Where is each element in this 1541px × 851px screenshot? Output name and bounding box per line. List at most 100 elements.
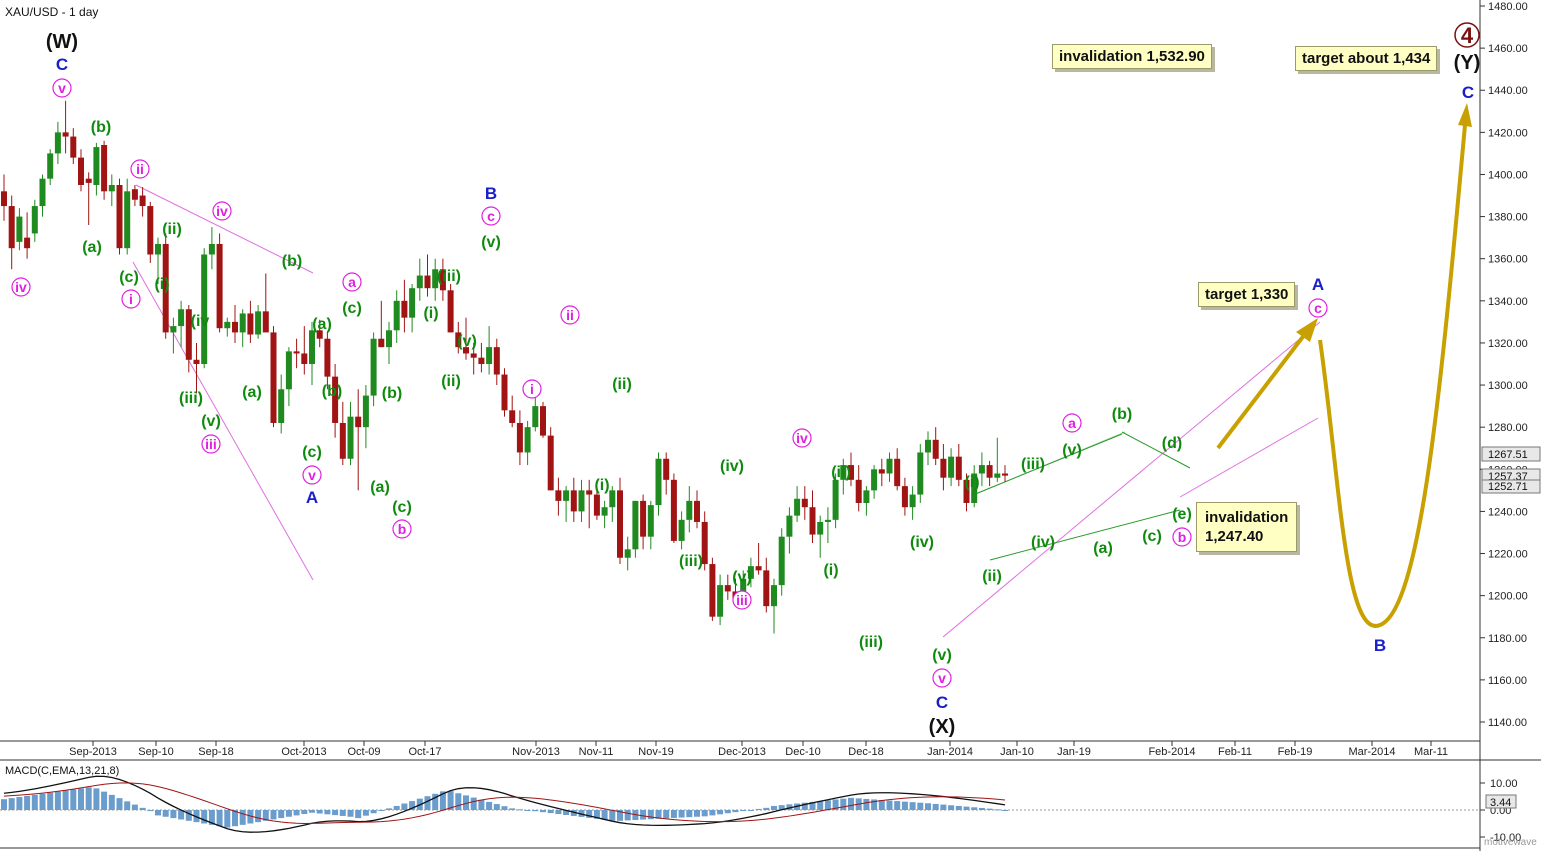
candle xyxy=(116,178,123,255)
svg-text:(iii): (iii) xyxy=(679,553,703,570)
svg-text:iv: iv xyxy=(216,203,228,219)
macd-signal-line xyxy=(3,782,1006,824)
macd-tick-label: -10.00 xyxy=(1490,832,1521,844)
macd-bar xyxy=(85,787,92,810)
candle xyxy=(624,536,631,571)
macd-bar xyxy=(131,804,138,810)
candle xyxy=(185,305,192,373)
candle xyxy=(763,557,770,613)
svg-text:(W): (W) xyxy=(46,31,78,53)
macd-bar xyxy=(570,810,577,816)
candle xyxy=(755,543,762,575)
candle xyxy=(909,486,916,520)
date-tick-label: Jan-2014 xyxy=(927,746,973,758)
svg-text:C: C xyxy=(56,55,68,74)
macd-bar xyxy=(1,799,7,810)
candle xyxy=(886,452,893,482)
macd-bar xyxy=(709,810,716,816)
current-price-tags: 1267.51 1257.37 1252.71 xyxy=(1481,446,1541,494)
candlestick-series xyxy=(1,100,1008,634)
macd-bar xyxy=(886,800,893,810)
wave-label: (i) xyxy=(423,305,438,322)
svg-text:(i): (i) xyxy=(594,477,609,494)
candle xyxy=(16,208,23,251)
candle xyxy=(948,448,955,487)
date-tick-label: Mar-11 xyxy=(1414,746,1448,758)
wave-label: i xyxy=(121,289,141,309)
candle xyxy=(8,195,15,270)
wave-label: (c) xyxy=(342,300,362,317)
candle xyxy=(555,477,562,516)
candle xyxy=(670,473,677,543)
svg-text:(a): (a) xyxy=(242,384,262,401)
macd-bar xyxy=(778,805,785,810)
candle xyxy=(501,368,508,417)
candle xyxy=(347,401,354,466)
macd-bar xyxy=(732,810,739,813)
macd-bar xyxy=(116,798,123,810)
candle xyxy=(1002,465,1008,482)
macd-bar xyxy=(771,805,777,810)
wave-label: (e) xyxy=(1172,506,1192,523)
macd-bar xyxy=(362,810,369,816)
macd-bar xyxy=(147,810,154,812)
wave-label: C xyxy=(936,693,948,712)
wave-label: (Y) xyxy=(1454,52,1481,74)
wave-label: (W) xyxy=(46,31,78,53)
candle xyxy=(393,290,400,343)
price-tick-label: 1380.00 xyxy=(1488,212,1528,224)
wave-label: (b) xyxy=(1112,406,1132,423)
macd-bar xyxy=(386,808,392,810)
macd-bar xyxy=(316,810,323,814)
candle xyxy=(47,149,54,185)
price-tick-label: 1440.00 xyxy=(1488,85,1528,97)
wave-label: a xyxy=(1062,413,1082,433)
candle xyxy=(162,233,169,339)
wave-label: B xyxy=(1374,636,1386,655)
candle xyxy=(724,574,731,600)
wave-label: (v) xyxy=(481,234,501,251)
wave-label: c xyxy=(481,206,501,226)
macd-bar xyxy=(678,810,685,818)
candle xyxy=(963,473,970,512)
svg-text:(c): (c) xyxy=(342,300,362,317)
macd-bar xyxy=(878,800,885,810)
wave-label: (a) xyxy=(1093,540,1113,557)
date-tick-label: Nov-2013 xyxy=(512,746,560,758)
candle xyxy=(678,511,685,550)
candle xyxy=(655,452,662,516)
candle xyxy=(301,326,308,375)
note-invalidation-low-line2: 1,247.40 xyxy=(1205,528,1264,545)
candle xyxy=(409,283,416,333)
macd-bar xyxy=(925,803,931,810)
wave-label: (i) xyxy=(154,276,169,293)
chart-title: XAU/USD - 1 day xyxy=(5,5,98,19)
candle xyxy=(848,452,854,487)
candle xyxy=(486,326,493,375)
wave-label: (iii) xyxy=(437,268,461,285)
candle xyxy=(247,300,254,343)
macd-bar xyxy=(47,792,54,810)
svg-text:a: a xyxy=(348,274,356,290)
svg-text:(a): (a) xyxy=(312,316,332,333)
wave-label: c xyxy=(1308,298,1328,318)
macd-bar xyxy=(940,804,947,810)
candle xyxy=(309,321,315,386)
wave-label: (c) xyxy=(1142,528,1162,545)
date-tick-label: Sep-2013 xyxy=(69,746,117,758)
macd-bar xyxy=(301,810,308,815)
candle xyxy=(801,486,808,520)
wave-labels: (W)Cv(b)(a)ivii(ii)(c)i(i)iv(iv(iii)(v)i… xyxy=(11,22,1481,738)
macd-bar xyxy=(16,797,23,810)
svg-text:B: B xyxy=(485,184,497,203)
svg-text:(iv): (iv) xyxy=(910,534,934,551)
macd-bar xyxy=(994,809,1001,811)
note-invalidation-low: invalidation 1,247.40 xyxy=(1196,502,1298,552)
macd-bar xyxy=(278,810,285,819)
candle xyxy=(994,437,1001,482)
macd-bar xyxy=(593,810,600,819)
candle xyxy=(978,452,985,487)
candle xyxy=(278,374,285,434)
date-tick-label: Mar-2014 xyxy=(1348,746,1395,758)
